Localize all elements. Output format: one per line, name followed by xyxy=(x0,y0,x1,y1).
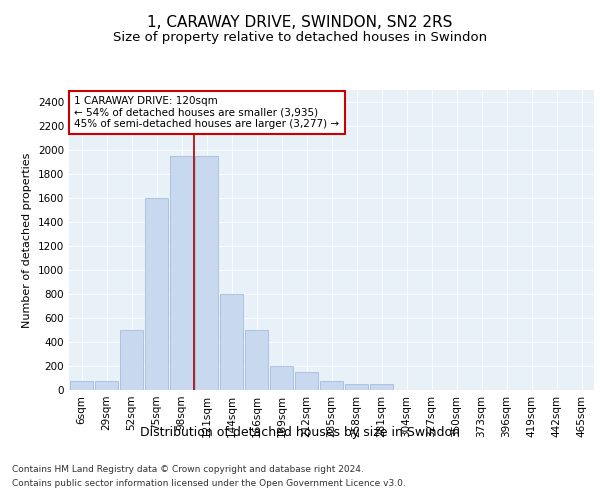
Text: Distribution of detached houses by size in Swindon: Distribution of detached houses by size … xyxy=(140,426,460,439)
Bar xyxy=(120,330,143,390)
Bar xyxy=(170,156,193,390)
Text: 1 CARAWAY DRIVE: 120sqm
← 54% of detached houses are smaller (3,935)
45% of semi: 1 CARAWAY DRIVE: 120sqm ← 54% of detache… xyxy=(74,96,340,129)
Text: Size of property relative to detached houses in Swindon: Size of property relative to detached ho… xyxy=(113,31,487,44)
Bar xyxy=(370,384,393,390)
Text: Contains public sector information licensed under the Open Government Licence v3: Contains public sector information licen… xyxy=(12,480,406,488)
Bar xyxy=(320,381,343,390)
Bar xyxy=(345,384,368,390)
Bar xyxy=(270,366,293,390)
Bar xyxy=(220,294,243,390)
Bar xyxy=(95,381,118,390)
Bar xyxy=(245,330,268,390)
Bar xyxy=(145,198,168,390)
Bar xyxy=(195,156,218,390)
Bar xyxy=(70,381,93,390)
Bar xyxy=(295,372,318,390)
Text: 1, CARAWAY DRIVE, SWINDON, SN2 2RS: 1, CARAWAY DRIVE, SWINDON, SN2 2RS xyxy=(148,15,452,30)
Y-axis label: Number of detached properties: Number of detached properties xyxy=(22,152,32,328)
Text: Contains HM Land Registry data © Crown copyright and database right 2024.: Contains HM Land Registry data © Crown c… xyxy=(12,464,364,473)
